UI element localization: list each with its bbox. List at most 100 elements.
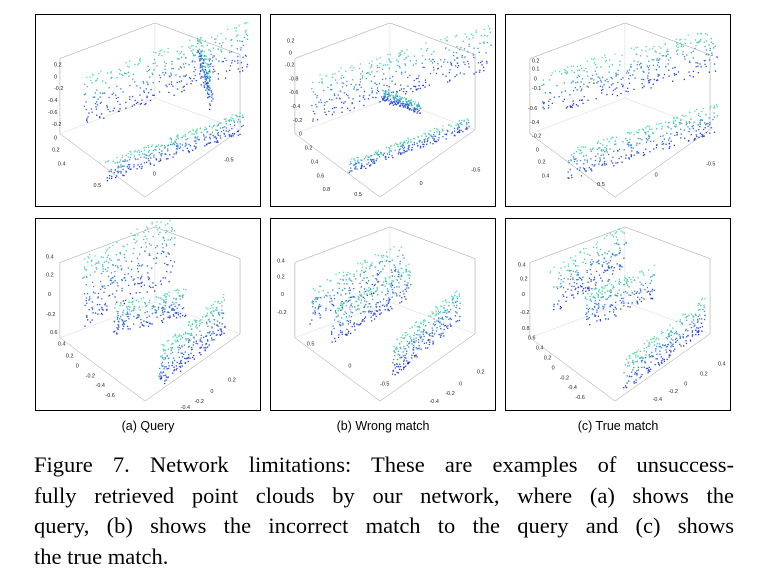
point <box>627 87 629 89</box>
point <box>390 61 392 63</box>
point <box>697 331 700 334</box>
point <box>161 377 163 379</box>
point <box>407 334 409 336</box>
point <box>151 307 153 310</box>
point <box>566 106 569 108</box>
point <box>417 106 419 108</box>
point <box>126 160 129 162</box>
point <box>374 253 377 256</box>
point <box>193 66 196 68</box>
point <box>380 255 382 257</box>
point <box>398 55 400 58</box>
point <box>314 307 317 309</box>
point <box>428 137 430 139</box>
point <box>156 221 158 223</box>
point <box>585 262 587 265</box>
tick-label: -0.5 <box>380 381 389 387</box>
point <box>588 316 590 319</box>
point <box>649 282 651 285</box>
point <box>406 106 409 108</box>
point <box>579 152 581 155</box>
point <box>129 84 131 87</box>
point <box>619 250 621 252</box>
point <box>132 78 134 80</box>
point <box>209 79 211 82</box>
point <box>571 294 573 296</box>
point <box>665 54 667 57</box>
point <box>413 85 415 88</box>
point <box>393 144 395 146</box>
point <box>164 366 166 368</box>
point <box>166 264 168 266</box>
point <box>170 138 172 140</box>
point <box>337 94 339 96</box>
point <box>388 89 390 91</box>
point <box>221 333 223 335</box>
point <box>343 102 345 104</box>
point <box>214 70 216 72</box>
point <box>206 312 209 314</box>
point <box>203 86 206 89</box>
point <box>114 296 116 298</box>
point <box>176 145 178 147</box>
point <box>576 89 578 91</box>
point <box>82 277 84 279</box>
point <box>160 371 162 373</box>
point <box>456 312 458 314</box>
point <box>420 337 422 339</box>
point <box>563 277 565 280</box>
point <box>223 132 225 135</box>
point <box>645 367 648 370</box>
point <box>85 300 87 302</box>
point <box>652 274 654 276</box>
point <box>655 348 657 350</box>
point <box>670 338 672 340</box>
point <box>614 306 617 309</box>
point <box>440 323 443 325</box>
point <box>103 261 106 263</box>
point <box>361 75 364 77</box>
point <box>356 323 358 325</box>
point <box>409 60 412 62</box>
point <box>579 64 582 67</box>
point <box>150 157 152 159</box>
point <box>396 95 399 97</box>
point <box>622 297 624 300</box>
point <box>376 89 379 91</box>
point <box>604 54 606 56</box>
point <box>357 263 359 265</box>
point <box>400 274 402 276</box>
point <box>593 288 596 290</box>
point <box>618 282 620 284</box>
point <box>159 297 162 299</box>
point <box>360 295 362 297</box>
panel-true-bottom: 0.4 0.2 0 -0.2 0.8 0.6 0.4 0.2 0 -0.2 -0.4 -0.6 0.4 0… <box>505 218 731 411</box>
point <box>132 279 134 281</box>
point <box>199 128 202 130</box>
point <box>181 345 183 347</box>
point <box>456 131 459 133</box>
point <box>613 308 615 311</box>
point <box>204 59 206 61</box>
point <box>376 58 378 60</box>
point <box>164 304 166 307</box>
point <box>440 65 443 68</box>
point <box>352 98 354 100</box>
point <box>468 121 470 124</box>
point <box>390 285 392 287</box>
point <box>640 67 642 69</box>
point <box>339 278 342 280</box>
point <box>422 146 425 148</box>
point <box>371 60 373 62</box>
point <box>581 278 583 281</box>
point <box>83 293 86 295</box>
point <box>459 72 461 74</box>
point <box>130 168 132 170</box>
point <box>207 81 209 83</box>
point <box>581 78 584 80</box>
point <box>347 94 349 97</box>
point <box>330 309 332 312</box>
point <box>128 66 130 68</box>
point <box>106 308 108 311</box>
point <box>322 290 324 292</box>
